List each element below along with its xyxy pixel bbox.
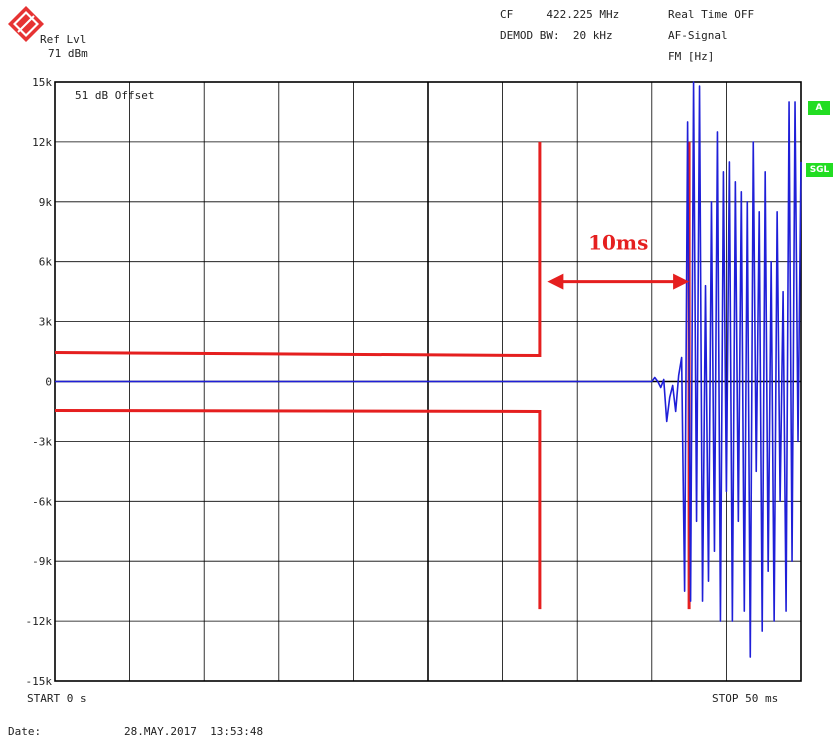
offset-label: 51 dB Offset bbox=[75, 89, 155, 102]
rohde-schwarz-logo bbox=[8, 6, 44, 42]
stop-time-label: STOP 50 ms bbox=[712, 692, 779, 705]
limit-mask bbox=[54, 141, 691, 610]
time-annotation: 10ms bbox=[547, 231, 690, 290]
arrow-head-right bbox=[673, 273, 690, 290]
upper-limit-line bbox=[54, 141, 542, 358]
y-tick-label: -6k bbox=[32, 495, 52, 508]
duration-label: 10ms bbox=[588, 231, 648, 255]
y-tick-label: -9k bbox=[32, 555, 52, 568]
trace-line bbox=[55, 81, 802, 658]
date-label: Date: bbox=[8, 725, 42, 738]
ref-level-label: Ref Lvl bbox=[40, 33, 87, 46]
y-tick-label: 6k bbox=[39, 256, 53, 269]
arrow-head-left bbox=[547, 273, 564, 290]
center-frequency: CF 422.225 MHz bbox=[500, 8, 620, 21]
sgl-badge: SGL bbox=[806, 163, 833, 177]
date-value: 28.MAY.2017 13:53:48 bbox=[124, 725, 264, 738]
demod-bandwidth: DEMOD BW: 20 kHz bbox=[500, 29, 613, 42]
trace-a-badge: A bbox=[808, 101, 830, 115]
start-time-label: START 0 s bbox=[27, 692, 87, 705]
y-tick-label: 9k bbox=[39, 196, 53, 209]
af-signal-label: AF-Signal bbox=[668, 29, 728, 42]
y-tick-label: -3k bbox=[32, 435, 52, 448]
y-tick-label: 0 bbox=[45, 376, 52, 389]
lower-limit-line bbox=[54, 408, 542, 610]
y-tick-label: 3k bbox=[39, 316, 53, 329]
ref-level-value: 71 dBm bbox=[48, 47, 88, 60]
y-tick-label: 12k bbox=[32, 136, 52, 149]
y-tick-label: -15k bbox=[26, 675, 53, 688]
fm-unit-label: FM [Hz] bbox=[668, 50, 715, 63]
y-tick-label: 15k bbox=[32, 76, 52, 89]
fm-trace bbox=[55, 81, 802, 658]
y-axis-tick-labels: 15k 12k 9k 6k 3k 0 -3k -6k -9k -12k -15k bbox=[26, 76, 53, 688]
y-tick-label: -12k bbox=[26, 615, 53, 628]
real-time-status: Real Time OFF bbox=[668, 8, 755, 21]
